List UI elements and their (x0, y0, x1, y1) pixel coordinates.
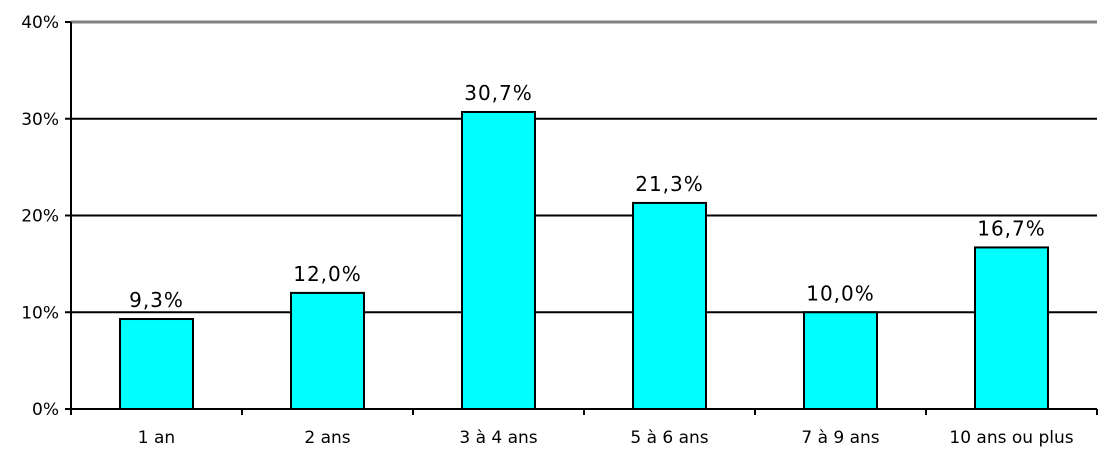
data-label: 21,3% (635, 172, 704, 196)
data-label: 10,0% (806, 281, 875, 305)
x-tick-label: 2 ans (304, 428, 350, 448)
x-tick-label: 5 à 6 ans (630, 428, 708, 448)
data-label: 9,3% (129, 288, 184, 312)
y-tick-label: 0% (32, 400, 59, 420)
x-tick-label: 3 à 4 ans (459, 428, 537, 448)
y-tick-label: 20% (21, 207, 59, 227)
bar-5 (803, 311, 878, 410)
y-tick-label: 10% (21, 303, 59, 323)
labels: 0% 10% 20% 30% 40% 1 an 2 ans 3 à 4 ans 5 à 6 an… (21, 13, 1074, 448)
gridlines (71, 20, 1097, 314)
y-tick-label: 40% (21, 13, 59, 33)
x-tick-label: 10 ans ou plus (949, 428, 1073, 448)
bar-6 (974, 246, 1049, 410)
data-label: 16,7% (977, 216, 1046, 240)
x-tick-label: 7 à 9 ans (801, 428, 879, 448)
bar-2 (290, 291, 365, 410)
x-tick-label: 1 an (138, 428, 175, 448)
axes (65, 21, 1098, 415)
bar-3 (461, 110, 536, 410)
bars (119, 110, 1049, 410)
y-tick-label: 30% (21, 110, 59, 130)
bar-1 (119, 318, 194, 410)
bar-4 (632, 201, 707, 410)
data-label: 12,0% (293, 262, 362, 286)
data-label: 30,7% (464, 81, 533, 105)
